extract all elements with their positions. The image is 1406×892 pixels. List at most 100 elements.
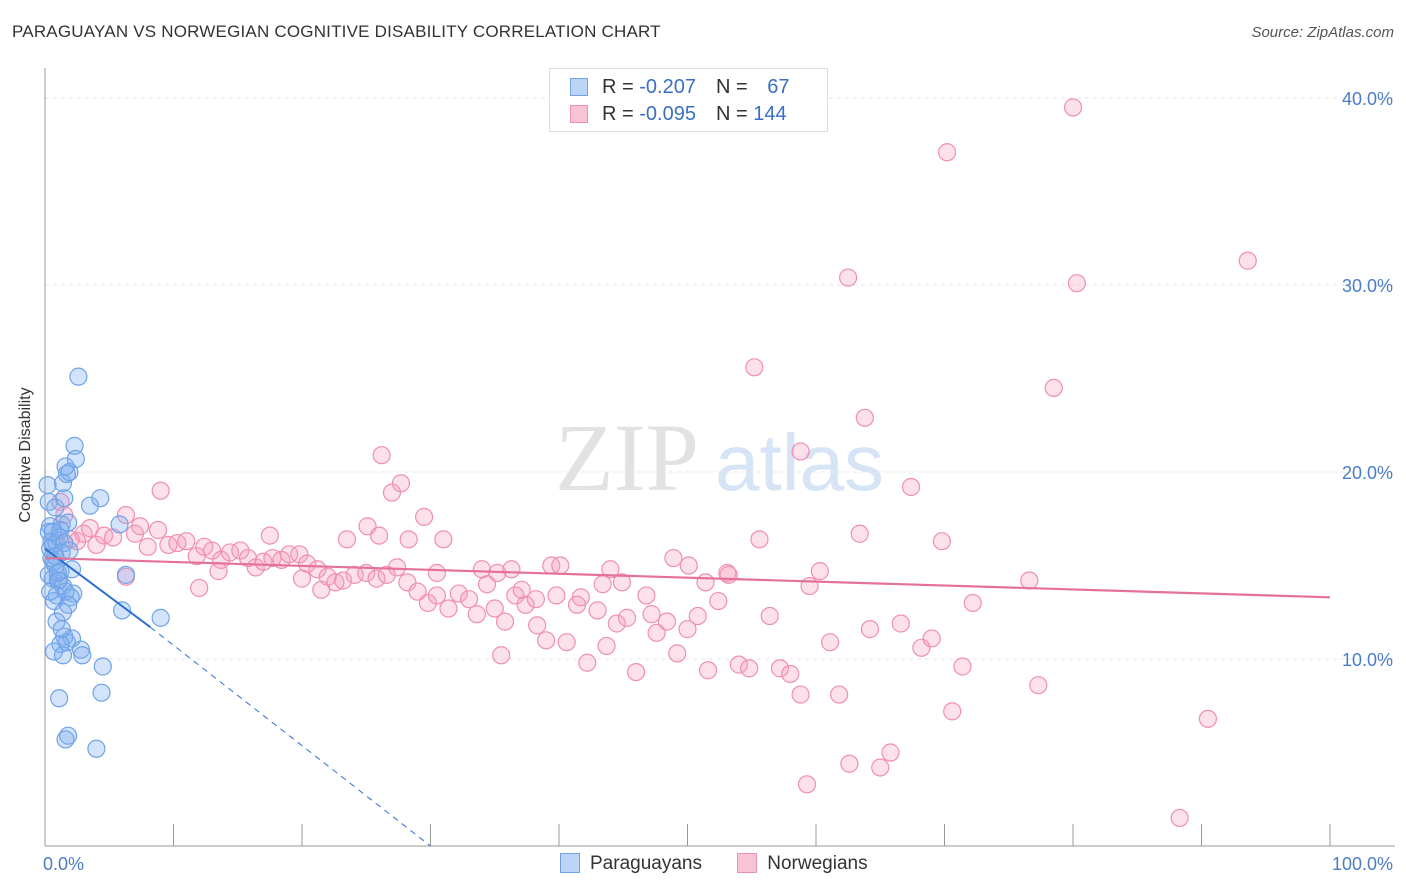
norwegian-point-29: [290, 545, 309, 564]
paraguayan-point-64: [73, 646, 92, 665]
norwegian-point-141: [679, 556, 698, 575]
norwegian-point-49: [485, 599, 504, 618]
norwegian-point-11: [130, 517, 150, 536]
norwegian-point-122: [391, 474, 411, 493]
norwegian-point-54: [537, 631, 556, 650]
legend-swatch-blue: [570, 78, 588, 96]
paraguayan-point-28: [59, 513, 78, 532]
trend-lines: [44, 547, 1331, 847]
chart-source: Source: ZipAtlas.com: [1251, 24, 1394, 41]
norwegian-point-65: [647, 623, 666, 642]
norwegian-point-116: [292, 569, 312, 588]
norwegian-point-44: [439, 599, 458, 618]
legend-n-label: N =: [715, 103, 754, 125]
legend-label-paraguayans: Paraguayans: [590, 853, 702, 874]
norwegian-point-99: [1063, 98, 1083, 117]
norwegian-point-23: [238, 548, 258, 568]
norwegian-point-86: [860, 619, 880, 639]
norwegian-point-56: [557, 633, 576, 652]
paraguayan-point-63: [41, 582, 60, 601]
norwegian-point-102: [745, 358, 764, 377]
norwegian-point-97: [1029, 676, 1048, 695]
norwegian-point-106: [1238, 251, 1257, 270]
norwegian-point-52: [516, 595, 535, 614]
norwegian-point-39: [387, 558, 407, 577]
legend-row-paraguayans: R = -0.207 N = 67: [570, 76, 789, 98]
y-tick-label-2: 30.0%: [1342, 276, 1393, 296]
norwegian-point-132: [512, 580, 531, 599]
norwegian-point-61: [607, 614, 626, 633]
paraguayan-point-57: [151, 608, 170, 627]
norwegian-point-143: [718, 563, 737, 583]
norwegian-point-50: [495, 612, 515, 631]
legend-swatch-pink: [570, 105, 588, 123]
norwegian-point-76: [760, 606, 779, 626]
norwegian-point-100: [937, 143, 957, 162]
correlation-legend: R = -0.207 N = 67 R = -0.095 N = 144: [549, 68, 828, 132]
norwegian-point-89: [891, 614, 910, 633]
norwegian-point-137: [593, 575, 612, 594]
legend-item-norwegians: Norwegians: [737, 853, 868, 875]
norwegian-point-62: [618, 608, 637, 627]
legend-r-value: -0.095: [639, 103, 696, 125]
norwegian-point-16: [177, 532, 196, 551]
paraguayan-point-51: [92, 683, 111, 702]
paraguayan-point-24: [66, 449, 85, 469]
norwegian-point-109: [1020, 571, 1039, 590]
norwegian-point-64: [637, 586, 656, 605]
norwegian-point-105: [1044, 378, 1063, 397]
norwegian-point-8: [104, 528, 123, 547]
norwegian-point-110: [797, 775, 817, 794]
legend-swatch-pink: [737, 853, 758, 873]
legend-r-value: -0.207: [639, 76, 696, 98]
paraguayan-point-0: [38, 476, 57, 495]
norwegian-point-53: [526, 590, 545, 609]
paraguayan-point-59: [116, 565, 136, 584]
y-tick-label-3: 40.0%: [1342, 89, 1393, 109]
norwegian-point-126: [427, 563, 447, 583]
norwegian-point-133: [528, 616, 547, 635]
norwegian-point-131: [502, 560, 521, 579]
norwegian-point-96: [963, 593, 982, 613]
norwegian-point-28: [280, 545, 299, 564]
norwegian-point-40: [398, 573, 417, 592]
norwegian-point-66: [657, 612, 677, 631]
paraguayan-point-50: [93, 657, 112, 676]
legend-n-value: 67: [767, 76, 790, 98]
legend-r-label: R =: [602, 103, 640, 125]
norwegian-point-88: [881, 743, 900, 762]
tick-labels: 10.0% 20.0% 30.0% 40.0% 0.0% 100.0%: [43, 89, 1393, 874]
norwegian-point-41: [408, 582, 427, 601]
norwegian-point-129: [492, 646, 511, 665]
legend-row-norwegians: R = -0.095 N = 144: [570, 103, 787, 125]
paraguayan-point-62: [48, 563, 67, 583]
norwegian-point-84: [840, 754, 859, 773]
paraguayan-point-27: [91, 489, 110, 508]
norwegian-point-79: [791, 685, 810, 704]
norwegian-point-13: [148, 520, 168, 540]
paraguayan-point-48: [53, 646, 73, 665]
paraguayan-point-23: [65, 436, 84, 455]
norwegian-point-37: [367, 569, 386, 588]
norwegian-point-144: [601, 560, 620, 579]
norwegian-point-31: [308, 560, 327, 579]
paraguayan-point-22: [56, 457, 75, 476]
norwegian-point-138: [612, 573, 632, 592]
norwegian-point-73: [729, 655, 749, 674]
paraguayan-point-60: [110, 515, 129, 534]
chart-title: PARAGUAYAN VS NORWEGIAN COGNITIVE DISABI…: [12, 22, 661, 41]
norwegian-point-127: [434, 530, 453, 549]
norwegian-point-63: [626, 663, 646, 682]
norwegian-point-12: [138, 537, 157, 556]
norwegian-point-98: [1067, 274, 1086, 293]
norwegian-point-9: [116, 505, 136, 525]
norwegian-point-114: [209, 562, 228, 581]
paraguayan-point-65: [52, 619, 71, 639]
watermark-zip: ZIP: [555, 404, 699, 511]
norwegian-point-83: [830, 685, 849, 704]
norwegian-point-59: [588, 601, 607, 620]
norwegian-point-139: [642, 605, 661, 624]
norwegians-trend-line: [44, 556, 1331, 599]
norwegian-point-125: [414, 507, 434, 527]
